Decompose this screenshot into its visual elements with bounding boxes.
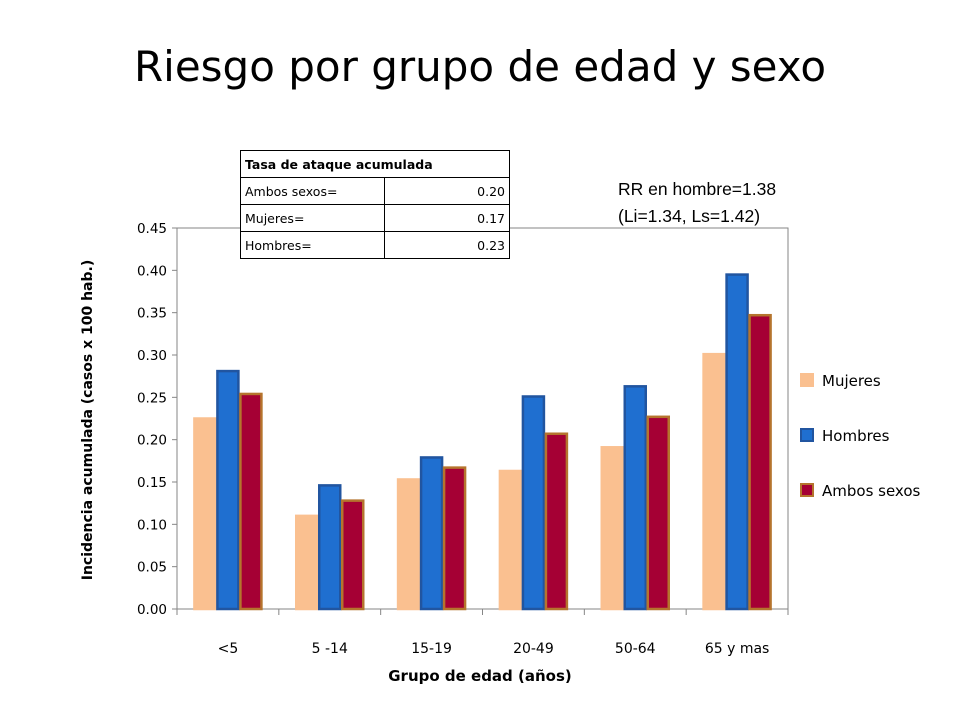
x-tick-label: 20-49 [513,641,554,657]
bar-hombres [419,456,444,611]
table-row-value: 0.23 [384,231,510,259]
bar-ambos-sexos [442,466,467,611]
table-row: Ambos sexos= 0.20 [240,177,510,205]
x-tick-label: 15-19 [411,641,452,657]
x-tick-label: 50-64 [615,641,656,657]
attack-rate-table-header: Tasa de ataque acumulada [240,150,510,178]
legend-label: Hombres [822,427,890,445]
bar-mujeres [702,352,726,611]
y-tick-label: 0.35 [137,306,167,322]
bar-mujeres [193,417,217,611]
bars [193,273,772,611]
bar-hombres [623,385,647,611]
confidence-interval-line: (Li=1.34, Ls=1.42) [618,206,761,226]
legend-swatch [800,373,814,387]
y-tick-label: 0.20 [137,433,167,449]
y-tick-label: 0.25 [137,390,167,406]
table-row-label: Hombres= [240,231,385,259]
y-axis: 0.00 0.05 0.10 0.15 0.20 0.25 0.30 0.35 0.40 0.45 [137,221,177,618]
legend-swatch [800,428,814,442]
bar-mujeres [600,446,624,611]
y-tick-label: 0.45 [137,221,167,237]
y-tick-label: 0.30 [137,348,167,364]
x-axis-label: Grupo de edad (años) [388,667,572,685]
table-row-label: Ambos sexos= [240,177,385,205]
y-tick-label: 0.00 [137,602,167,618]
table-row-label: Mujeres= [240,204,385,232]
table-row-value: 0.17 [384,204,510,232]
y-axis-label: Incidencia acumulada (casos x 100 hab.) [80,260,96,581]
bar-ambos-sexos [748,313,772,611]
plot-area-border [176,227,789,610]
relative-risk-note: RR en hombre=1.38 (Li=1.34, Ls=1.42) [618,176,776,230]
table-row: Hombres= 0.23 [240,231,510,259]
bar-ambos-sexos [646,415,670,611]
chart-legend: Mujeres Hombres Ambos sexos [800,372,921,500]
bar-mujeres [396,478,421,611]
table-row-value: 0.20 [384,177,510,205]
legend-label: Mujeres [822,372,881,390]
x-tick-label: 5 -14 [312,641,348,657]
y-tick-label: 0.05 [137,560,167,576]
x-tick-label: <5 [218,641,239,657]
bar-hombres [216,369,240,611]
legend-swatch [800,483,814,497]
bar-hombres [318,484,342,611]
plot-frame [176,227,789,610]
bar-hombres [521,395,546,611]
y-tick-label: 0.40 [137,263,167,279]
bar-mujeres [295,514,319,611]
table-row: Mujeres= 0.17 [240,204,510,232]
bar-ambos-sexos [544,432,569,611]
relative-risk-line: RR en hombre=1.38 [618,179,777,199]
x-tick-label: 65 y mas [705,641,770,657]
bar-ambos-sexos [239,392,263,611]
y-tick-label: 0.15 [137,475,167,491]
bar-mujeres [498,469,523,611]
bar-hombres [725,273,749,611]
bar-ambos-sexos [341,499,365,611]
attack-rate-table: Tasa de ataque acumulada Ambos sexos= 0.… [240,150,510,259]
slide-title: Riesgo por grupo de edad y sexo [133,42,827,91]
y-tick-label: 0.10 [137,517,167,533]
legend-label: Ambos sexos [822,482,921,500]
x-axis: <5 5 -14 15-19 20-49 50-64 65 y mas [176,609,789,657]
